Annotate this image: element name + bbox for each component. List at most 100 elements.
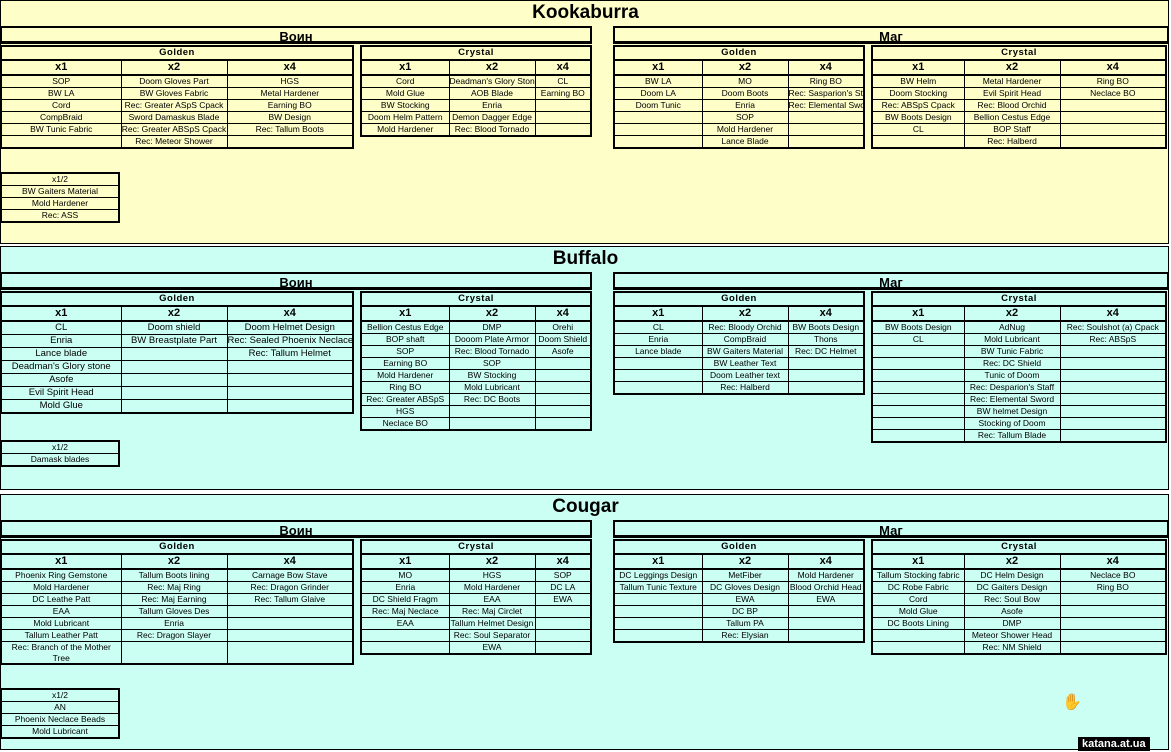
table-cell — [534, 111, 592, 124]
table-cell — [534, 381, 592, 394]
cougar-voin-header: Воин — [0, 520, 592, 538]
table-row: Rec: Desparion's Staff — [871, 381, 1167, 394]
table-cell: BW Leather Text — [701, 357, 789, 370]
table-row: Stocking of Doom — [871, 417, 1167, 430]
cougar-mag-crystal-label: Crystal — [871, 539, 1167, 555]
table-cell: Rec: Halberd — [701, 381, 789, 395]
table-row: Mold Glue — [0, 399, 354, 414]
table-cell: Mold Hardener — [360, 123, 450, 137]
kookaburra-title: Kookaburra — [532, 2, 639, 23]
kookaburra-voin-crystal-label: Crystal — [360, 45, 592, 61]
kookaburra-voin-golden-table: Golden x1 x2 x4 SOP Doom Gloves Part HGS BW LA B… — [0, 45, 354, 149]
table-cell — [226, 641, 354, 665]
column-header: x2 — [448, 553, 536, 570]
table-cell: Orehi — [534, 320, 592, 334]
table-cell: BW Boots Design — [787, 320, 865, 334]
table-cell: Rec: Blood Tornado — [448, 123, 536, 137]
table-row: Doom LA Doom Boots Rec: Sasparion's Staff — [613, 87, 865, 100]
table-cell: Rec: DC Helmet — [787, 345, 865, 358]
table-cell: CL — [0, 320, 122, 335]
table-cell: DC Helm Design — [963, 568, 1061, 582]
table-row: AN — [0, 701, 120, 714]
table-cell: DC Leathe Patt — [0, 593, 122, 606]
table-cell: Stocking of Doom — [963, 417, 1061, 430]
kookaburra-half-label: x1/2 — [0, 172, 120, 186]
table-cell: Tallum Tunic Texture — [613, 581, 703, 594]
table-cell — [871, 417, 965, 430]
table-cell — [360, 629, 450, 642]
table-cell: Rec: Soul Bow — [963, 593, 1061, 606]
table-cell: Rec: Halberd — [963, 135, 1061, 149]
table-cell — [1059, 99, 1167, 112]
table-cell: Rec: Blood Orchid — [963, 99, 1061, 112]
table-cell: Neclace BO — [360, 417, 450, 431]
table-row: Damask blades — [0, 453, 120, 467]
table-row: MO HGS SOP — [360, 568, 592, 582]
table-cell — [1059, 617, 1167, 630]
table-cell — [448, 405, 536, 418]
buffalo-voin-header: Воин — [0, 272, 592, 290]
table-row: CL Rec: Bloody Orchid BW Boots Design — [613, 320, 865, 334]
table-row: Phoenix Neclace Beads — [0, 713, 120, 726]
table-row: Rec: ASS — [0, 209, 120, 223]
table-cell — [226, 629, 354, 642]
table-cell — [871, 393, 965, 406]
table-cell: CL — [613, 320, 703, 334]
table-cell: Thons — [787, 333, 865, 346]
buffalo-voin-golden-table: Golden x1 x2 x4 CL Doom shield Doom Helmet Des… — [0, 291, 354, 414]
table-cell — [871, 629, 965, 642]
table-cell: AdNug — [963, 320, 1061, 334]
table-cell: EAA — [360, 617, 450, 630]
table-cell — [120, 399, 228, 414]
column-header: x4 — [787, 553, 865, 570]
table-cell: Lance blade — [613, 345, 703, 358]
buffalo-voin-crystal-table: Crystal x1 x2 x4 Bellion Cestus Edge DMP Orehi… — [360, 291, 593, 431]
table-row: Enria CompBraid Thons — [613, 333, 865, 346]
table-cell: Rec: Meteor Shower — [120, 135, 228, 149]
table-cell: Doom Helmet Design — [226, 320, 354, 335]
kookaburra-voin-header: Воин — [0, 26, 592, 44]
table-cell: BW helmet Design — [963, 405, 1061, 418]
cougar-mag-crystal-table: Crystal x1 x2 x4 Tallum Stocking fabric DC He… — [871, 539, 1168, 655]
table-cell: Rec: Sasparion's Staff — [787, 87, 865, 100]
table-cell — [1059, 123, 1167, 136]
table-cell: DMP — [448, 320, 536, 334]
table-cell: Rec: Greater ABSpS — [360, 393, 450, 406]
kookaburra-mag-golden-table: Golden x1 x2 x4 BW LA MO Ring BO Doom LA Doom Bo… — [613, 45, 865, 149]
table-row: Mold Hardener BW Stocking — [360, 369, 592, 382]
table-cell — [0, 135, 122, 149]
table-cell — [1059, 381, 1167, 394]
table-row: DC Shield Fragm EAA EWA — [360, 593, 592, 606]
table-cell: SOP — [0, 74, 122, 88]
table-cell: BW LA — [613, 74, 703, 88]
column-header: x2 — [963, 553, 1061, 570]
table-cell — [534, 99, 592, 112]
table-row: Mold Glue AOB Blade Earning BO — [360, 87, 592, 100]
table-cell: EWA — [448, 641, 536, 655]
table-cell: Metal Hardener — [963, 74, 1061, 88]
table-row: Lance Blade — [613, 135, 865, 149]
table-cell: Tunic of Doom — [963, 369, 1061, 382]
table-row: Earning BO SOP — [360, 357, 592, 370]
table-cell: BW Tunic Fabric — [0, 123, 122, 136]
table-row: Tallum Tunic Texture DC Gloves Design Bloo… — [613, 581, 865, 594]
table-cell — [1059, 111, 1167, 124]
table-row: BW Boots Design AdNug Rec: Soulshot (a) Cp… — [871, 320, 1167, 334]
table-cell — [613, 123, 703, 136]
table-cell: BW Gloves Fabric — [120, 87, 228, 100]
table-cell: CompBraid — [701, 333, 789, 346]
table-row: Lance blade Rec: Tallum Helmet — [0, 347, 354, 361]
column-header: x4 — [1059, 553, 1167, 570]
table-row: Rec: Soul Separator — [360, 629, 592, 642]
table-cell: Doom Boots — [701, 87, 789, 100]
buffalo-mag-crystal-table: Crystal x1 x2 x4 BW Boots Design AdNug Rec: So… — [871, 291, 1168, 443]
table-cell — [226, 360, 354, 374]
table-cell — [226, 399, 354, 414]
table-cell — [1059, 357, 1167, 370]
table-cell: Asofe — [963, 605, 1061, 618]
table-cell: Evil Spirit Head — [963, 87, 1061, 100]
column-header: x4 — [226, 305, 354, 322]
table-cell — [787, 629, 865, 643]
table-cell — [534, 357, 592, 370]
buffalo-mag-crystal-label: Crystal — [871, 291, 1167, 307]
